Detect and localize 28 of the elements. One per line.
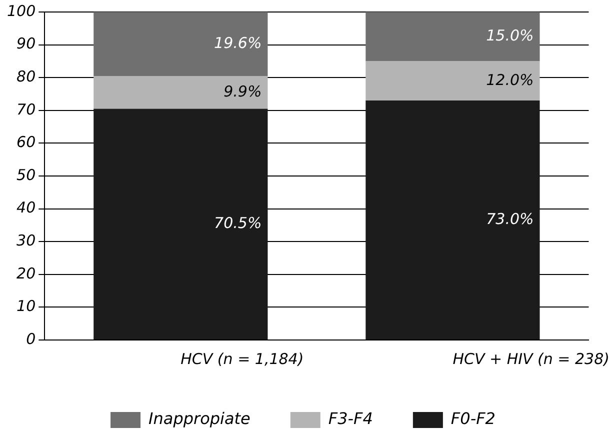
data-label: 19.6% (214, 34, 262, 52)
data-label: 15.0% (486, 26, 534, 44)
x-tick-label: HCV (n = 1,184) (180, 350, 304, 368)
y-tick-label: 60 (16, 133, 36, 152)
y-tick-label: 40 (16, 198, 36, 217)
bar (366, 12, 540, 62)
y-tick-label: 10 (16, 297, 36, 316)
y-tick-label: 0 (26, 330, 36, 348)
legend-label: F0-F2 (450, 409, 496, 428)
bar (94, 76, 268, 109)
bar (94, 12, 268, 76)
y-tick-label: 50 (16, 166, 36, 184)
data-label: 70.5% (214, 214, 262, 232)
y-tick-label: 90 (16, 34, 36, 53)
y-tick-label: 80 (16, 67, 36, 86)
bar (366, 100, 540, 340)
legend-label: F3-F4 (328, 409, 373, 428)
data-label: 9.9% (224, 82, 262, 100)
y-tick-label: 70 (16, 100, 36, 118)
bar (366, 61, 540, 101)
y-tick-label: 20 (16, 264, 36, 282)
data-label: 12.0% (486, 70, 534, 89)
x-tick-label: HCV + HIV (n = 238) (452, 350, 610, 368)
bar (94, 108, 268, 340)
y-tick-label: 30 (16, 231, 36, 250)
y-tick-label: 100 (6, 2, 36, 20)
data-label: 73.0% (486, 210, 534, 228)
legend-label: Inappropiate (148, 409, 251, 428)
